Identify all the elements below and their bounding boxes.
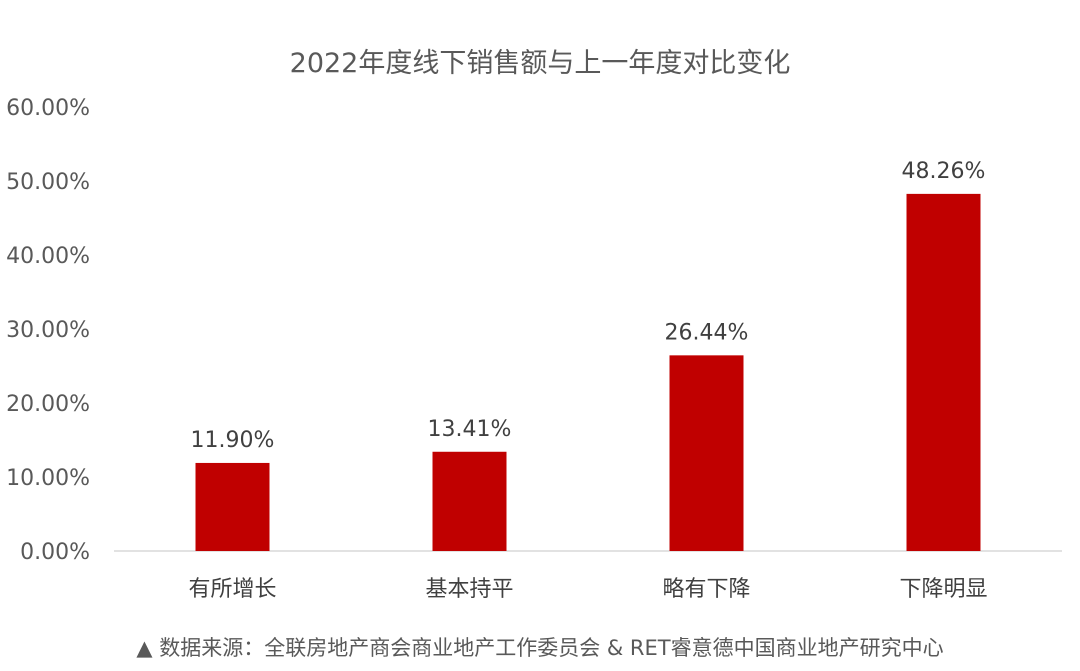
bar <box>432 451 507 551</box>
y-tick-label: 20.00% <box>6 392 90 417</box>
data-label: 26.44% <box>665 320 749 345</box>
x-category-label: 下降明显 <box>899 577 987 602</box>
data-label: 13.41% <box>428 417 512 442</box>
y-tick-label: 30.00% <box>6 318 90 343</box>
x-category-label: 有所增长 <box>188 577 276 602</box>
source-note: ▲ 数据来源：全联房地产商会商业地产工作委员会 & RET睿意德中国商业地产研究… <box>136 636 943 660</box>
bar <box>669 355 744 551</box>
y-tick-label: 50.00% <box>6 170 90 195</box>
data-label: 11.90% <box>191 428 275 453</box>
y-tick-label: 0.00% <box>20 540 90 565</box>
bar <box>195 462 270 551</box>
y-tick-label: 60.00% <box>6 96 90 121</box>
chart-title: 2022年度线下销售额与上一年度对比变化 <box>290 48 791 79</box>
bar <box>906 193 981 551</box>
bars-group <box>195 193 981 551</box>
data-labels-group: 11.90% 13.41% 26.44% 48.26% <box>191 159 986 453</box>
y-tick-label: 10.00% <box>6 466 90 491</box>
x-axis-category-labels: 有所增长 基本持平 略有下降 下降明显 <box>188 577 987 602</box>
y-axis-ticks: 0.00% 10.00% 20.00% 30.00% 40.00% 50.00% 60.00… <box>6 96 90 565</box>
x-category-label: 基本持平 <box>425 577 513 602</box>
y-tick-label: 40.00% <box>6 244 90 269</box>
data-label: 48.26% <box>902 159 986 184</box>
x-category-label: 略有下降 <box>662 577 750 602</box>
